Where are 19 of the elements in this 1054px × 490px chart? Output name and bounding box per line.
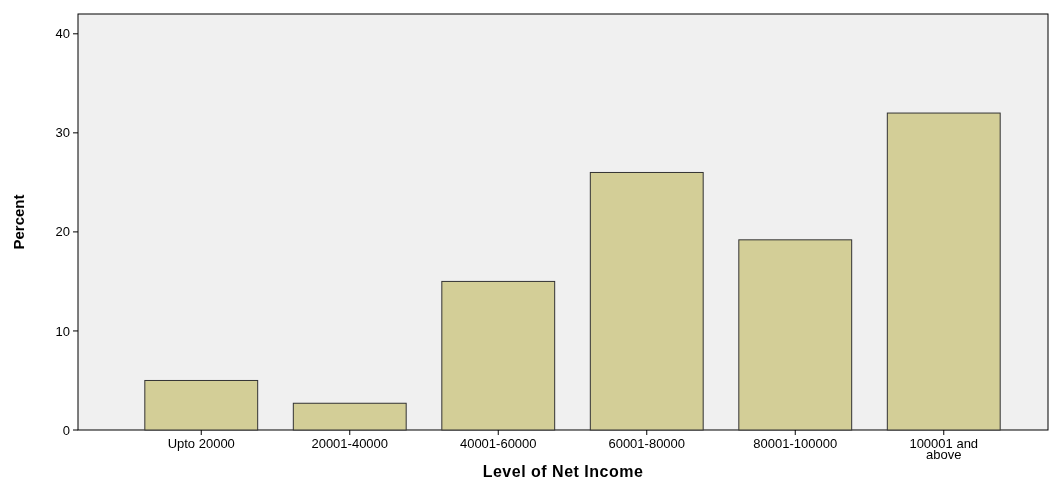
y-tick-label: 20 bbox=[55, 224, 70, 240]
y-tick-label: 0 bbox=[62, 422, 70, 438]
x-tick-label: 20001-40000 bbox=[311, 436, 389, 451]
x-tick-label: 40001-60000 bbox=[459, 436, 537, 451]
x-tick-label: Upto 20000 bbox=[167, 436, 235, 451]
y-tick-label: 30 bbox=[55, 125, 70, 141]
y-tick-label: 40 bbox=[55, 26, 70, 42]
x-tick-label: 80001-100000 bbox=[753, 436, 838, 451]
y-axis-title: Percent bbox=[10, 194, 27, 250]
bar bbox=[589, 171, 704, 431]
bar bbox=[738, 239, 853, 431]
x-tick-label: 60001-80000 bbox=[608, 436, 686, 451]
bar bbox=[292, 402, 407, 431]
bar bbox=[144, 379, 259, 431]
x-tick-label: 100001 and above bbox=[909, 436, 979, 463]
x-axis-title: Level of Net Income bbox=[482, 463, 644, 480]
bar bbox=[886, 112, 1001, 431]
y-tick-label: 10 bbox=[55, 323, 70, 339]
bar bbox=[441, 280, 556, 431]
